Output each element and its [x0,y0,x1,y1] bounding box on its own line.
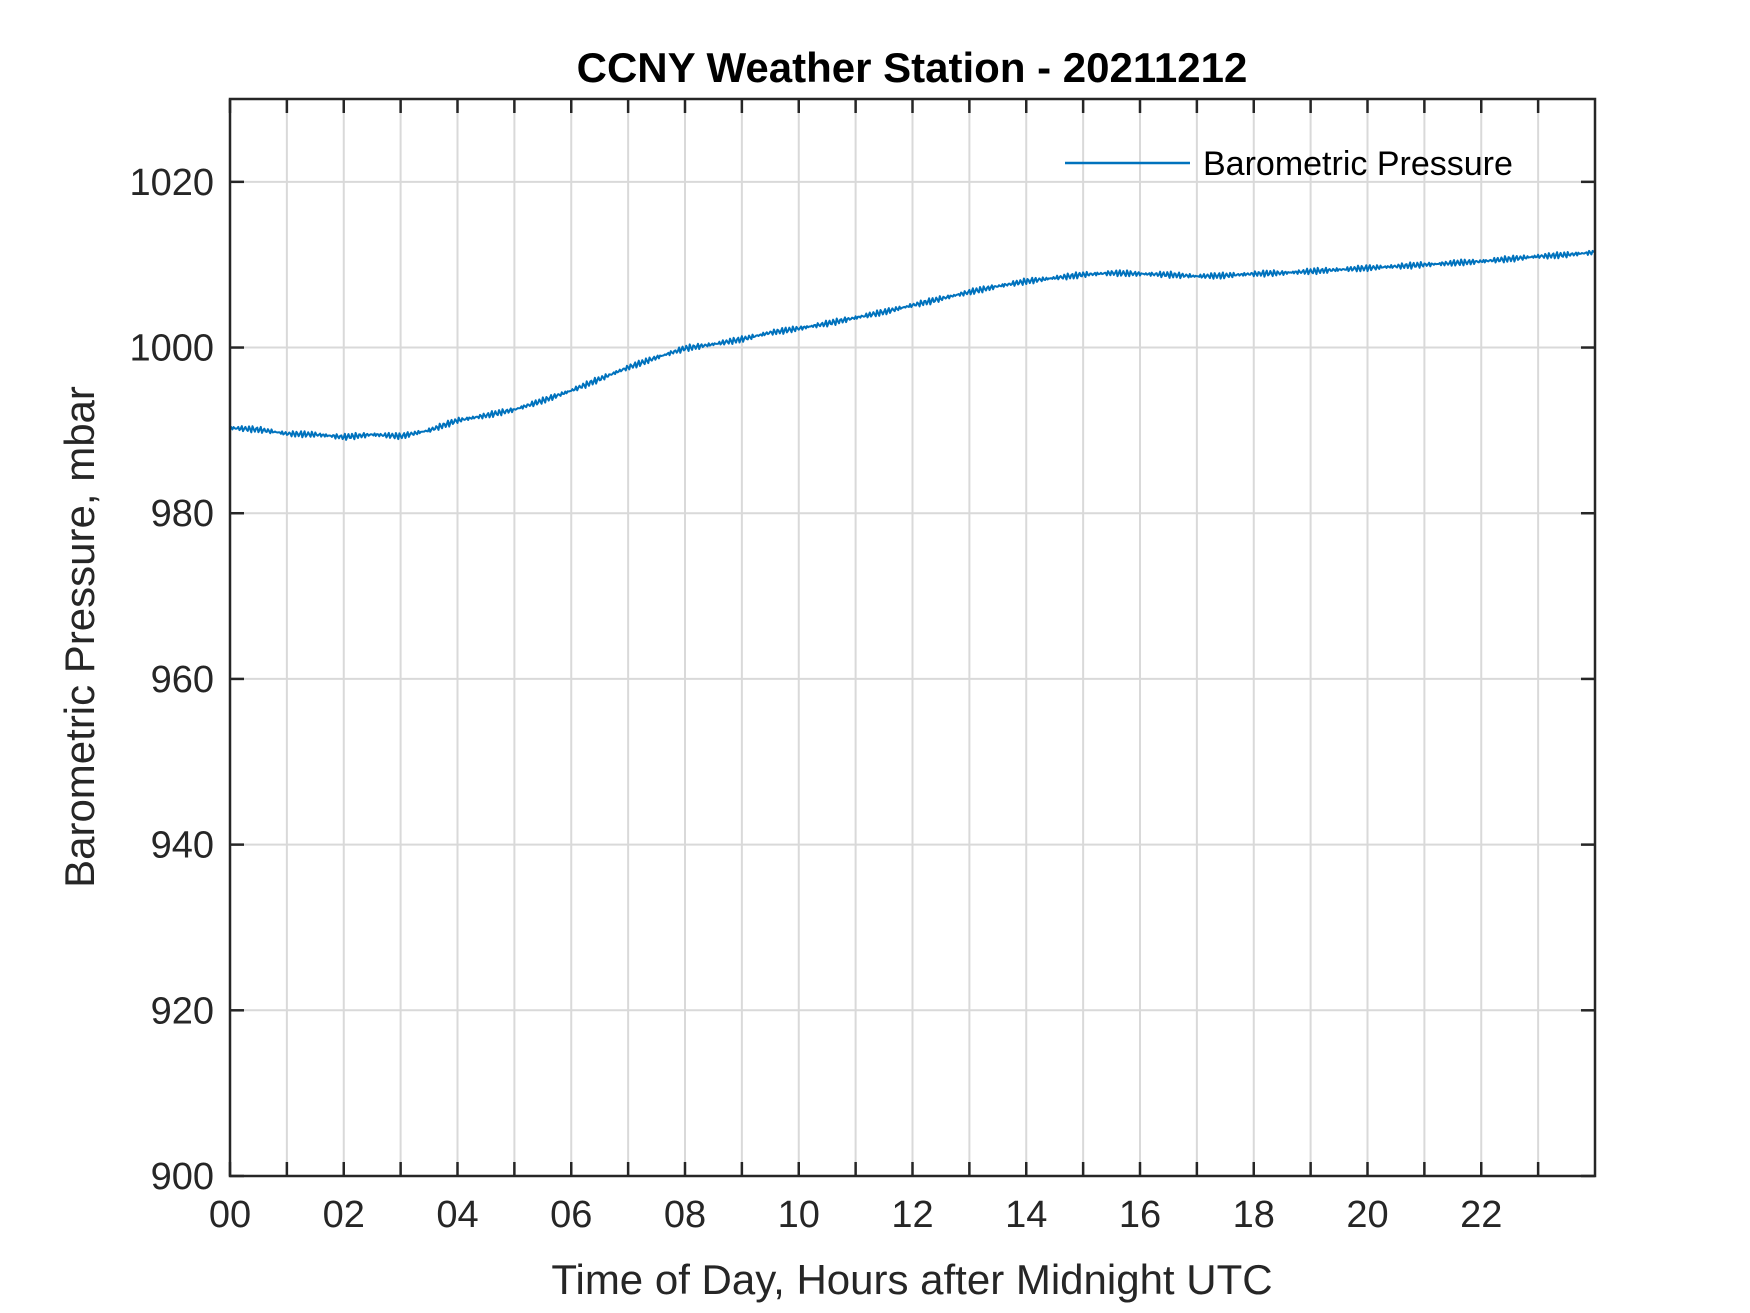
x-tick-label: 02 [323,1194,365,1236]
x-tick-label: 04 [436,1194,478,1236]
y-tick-labels: 900 920 940 960 980 1000 1020 [129,162,214,1198]
x-tick-labels: 00 02 04 06 08 10 12 14 16 18 20 22 [209,1194,1503,1236]
x-tick-label: 10 [778,1194,820,1236]
x-tick-label: 08 [664,1194,706,1236]
y-tick-label: 1000 [129,328,214,370]
y-tick-label: 900 [151,1156,214,1198]
legend: Barometric Pressure [1065,145,1513,183]
y-tick-label: 920 [151,990,214,1032]
y-tick-label: 960 [151,659,214,701]
ticks [228,99,1595,1178]
series-layer [229,249,1596,441]
x-tick-label: 12 [891,1194,933,1236]
y-tick-label: 1020 [129,162,214,204]
legend-label-barometric-pressure: Barometric Pressure [1203,145,1513,183]
x-tick-label: 20 [1346,1194,1388,1236]
x-tick-label: 18 [1233,1194,1275,1236]
series-line-barometric-pressure [229,249,1596,441]
x-tick-label: 00 [209,1194,251,1236]
y-axis-label: Barometric Pressure, mbar [56,386,103,888]
x-tick-label: 16 [1119,1194,1161,1236]
x-tick-label: 06 [550,1194,592,1236]
x-tick-label: 22 [1460,1194,1502,1236]
chart-title: CCNY Weather Station - 20211212 [577,44,1248,91]
x-axis-label: Time of Day, Hours after Midnight UTC [551,1256,1272,1303]
x-tick-label: 14 [1005,1194,1047,1236]
y-tick-label: 940 [151,825,214,867]
y-tick-label: 980 [151,493,214,535]
